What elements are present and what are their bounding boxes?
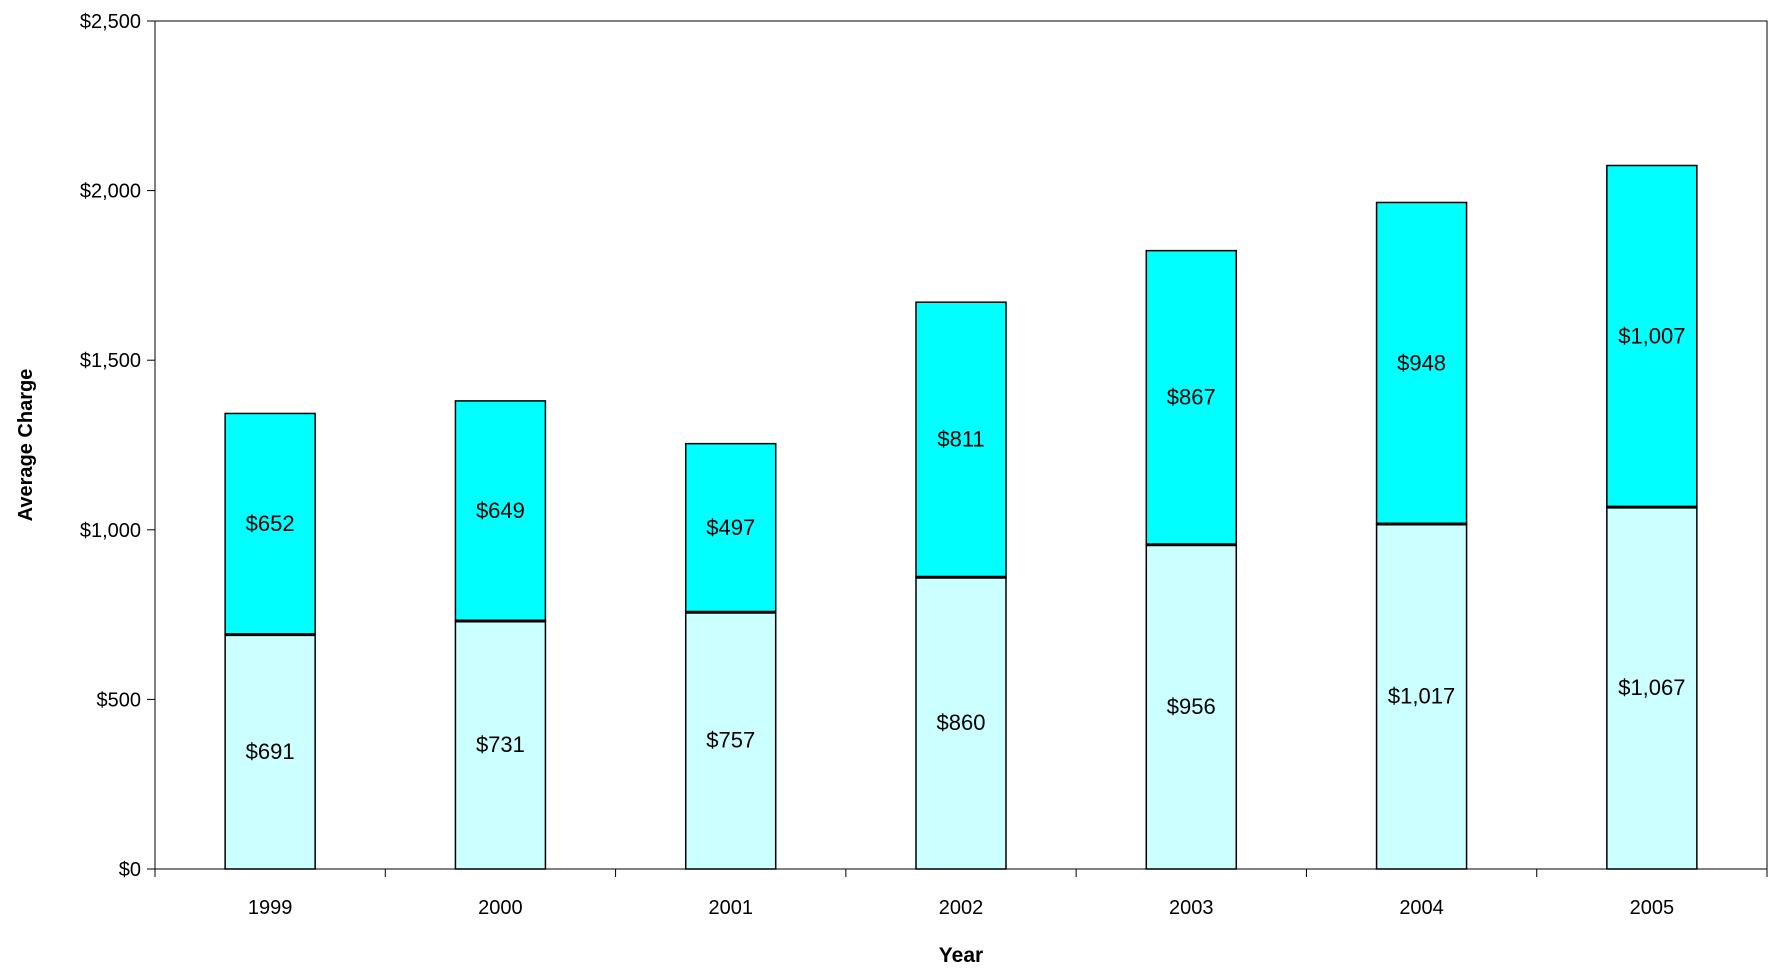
y-tick-label: $1,000 [80,520,141,542]
bar-value-label: $757 [706,728,755,753]
bars-layer [224,164,1698,870]
bar-value-label: $1,017 [1388,684,1455,709]
y-axis-title: Average Charge [15,369,37,522]
y-tick-label: $500 [97,689,142,711]
bar-value-label: $652 [246,511,295,536]
bar-segment [1375,523,1468,870]
x-axis-title: Year [939,944,983,967]
x-tick-label: 2004 [1399,897,1444,919]
bar-segment [1375,201,1468,525]
x-tick-label: 2003 [1169,897,1214,919]
x-tick-label: 2005 [1630,897,1675,919]
bar-value-label: $956 [1167,694,1216,719]
bar-segment [684,611,777,870]
bar-labels-layer: $691 $652 $731 $649 $757 $497 $860 $811 $956 $867… [246,323,1686,764]
bar-segment [224,633,316,870]
bar-value-label: $731 [476,732,525,757]
bar-value-label: $811 [937,427,984,452]
bar-segment [454,620,547,870]
bar-value-label: $948 [1397,350,1446,375]
bar-segment [915,301,1007,579]
y-tick-label: $2,000 [80,181,141,203]
bar-segment [224,412,316,636]
y-tick-label: $0 [119,859,141,881]
x-tick-label: 2001 [708,897,753,919]
bar-value-label: $867 [1167,385,1216,410]
bar-value-label: $1,007 [1618,323,1685,348]
bar-segment [454,400,547,622]
y-tick-label: $2,500 [80,11,141,33]
bar-segment [1145,249,1238,546]
bar-segment [915,576,1007,870]
bar-segment [1606,506,1698,870]
bar-value-label: $497 [706,515,755,540]
x-tick-label: 1999 [248,897,293,919]
bar-value-label: $1,067 [1618,675,1685,700]
y-tick-label: $1,500 [80,350,141,372]
x-tick-label: 2002 [939,897,984,919]
y-axis: $0 $500 $1,000 $1,500 $2,000 $2,500 [80,11,156,881]
bar-segment [1606,164,1698,508]
bar-segment [684,442,777,613]
bar-value-label: $860 [937,710,986,735]
bar-value-label: $649 [476,498,525,523]
bar-value-label: $691 [246,739,295,764]
x-axis: 1999 2000 2001 2002 2003 2004 2005 [154,868,1768,919]
x-tick-label: 2000 [478,897,523,919]
